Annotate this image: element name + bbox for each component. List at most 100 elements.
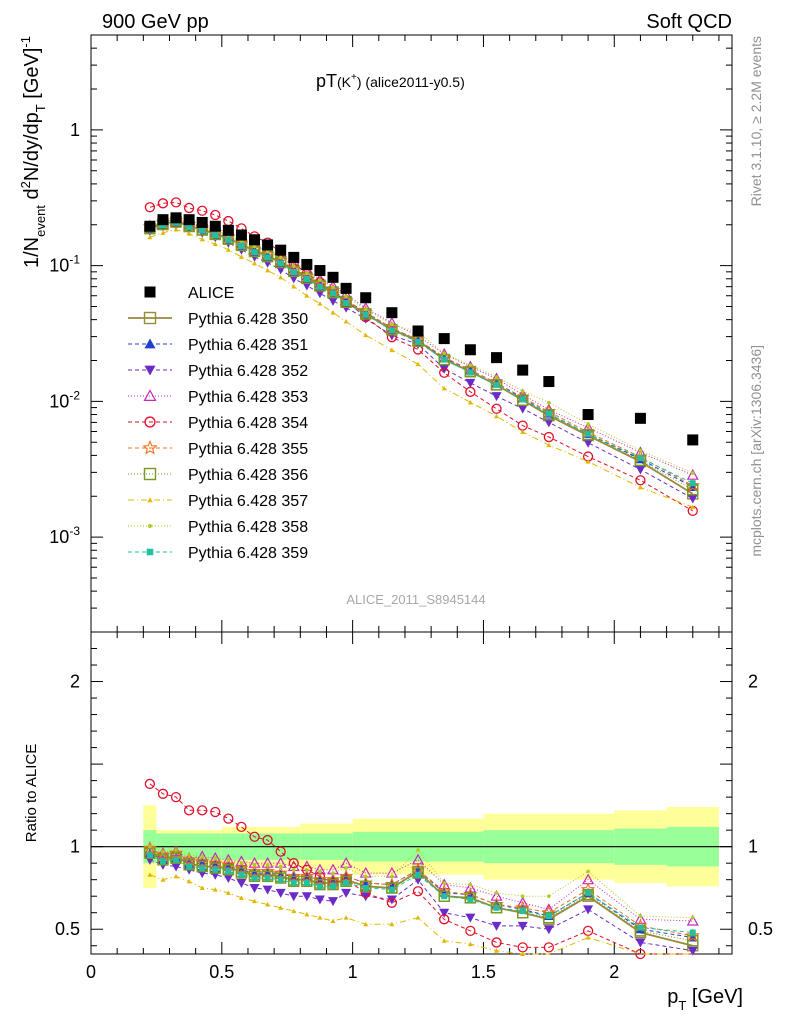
x-tick-label: 0.5	[209, 962, 234, 982]
data-point	[314, 265, 326, 277]
series-point-ratio	[386, 897, 398, 908]
series-point-ratio	[331, 871, 335, 875]
series-point-ratio	[304, 911, 310, 917]
data-point	[360, 292, 372, 304]
series-point-ratio	[223, 874, 234, 884]
analysis-label: ALICE_2011_S8945144	[346, 592, 485, 607]
series-line-ratio	[149, 874, 693, 955]
y-tick-label-ratio-right: 2	[748, 672, 758, 692]
series-point-ratio	[171, 862, 182, 872]
series-point-ratio	[170, 852, 182, 864]
series-point-ratio	[252, 898, 258, 904]
series-point-ratio	[159, 858, 166, 865]
series-point-ratio	[235, 867, 248, 879]
series-point-main	[415, 338, 422, 345]
legend-label-0: Pythia 6.428 350	[188, 311, 308, 328]
series-point-main	[467, 399, 473, 405]
ylabel-a: 1/N	[21, 237, 43, 268]
series-point-ratio	[213, 856, 218, 861]
series-point-main	[390, 322, 394, 327]
series-point-ratio	[199, 885, 205, 890]
series-point-ratio	[687, 946, 698, 956]
ylabel-b: d	[21, 188, 43, 205]
data-point	[196, 216, 208, 228]
series-point-ratio	[390, 874, 394, 879]
series-point-ratio	[181, 852, 197, 866]
ylabel-sup-d: -1	[18, 36, 33, 48]
series-point-main	[212, 232, 219, 239]
series-point-ratio	[519, 908, 526, 915]
series-line-main	[149, 201, 694, 512]
series-point-ratio	[343, 915, 349, 920]
series-point-main	[690, 504, 696, 510]
legend-label-3: Pythia 6.428 353	[188, 389, 308, 406]
series-point-main	[635, 475, 646, 486]
series-point-ratio	[412, 867, 424, 879]
series-point-ratio	[635, 938, 646, 948]
series-point-ratio	[248, 870, 261, 883]
rivet-label: Rivet 3.1.10, ≥ 2.2M events	[748, 36, 764, 206]
series-point-ratio	[305, 867, 309, 872]
series-point-ratio	[157, 854, 169, 866]
series-point-main	[291, 284, 297, 289]
main-panel-frame	[90, 34, 733, 633]
legend-marker-7	[147, 497, 153, 503]
ylabel-sup-b: 2	[18, 181, 33, 188]
series-point-ratio	[468, 882, 473, 887]
series-point-ratio	[343, 879, 350, 886]
series-point-main	[363, 332, 369, 338]
series-point-ratio	[328, 897, 339, 907]
series-point-ratio	[341, 888, 352, 898]
series-layer	[142, 197, 700, 960]
series-point-main	[585, 430, 592, 437]
series-point-main	[252, 260, 258, 266]
series-point-ratio	[275, 846, 286, 857]
series-point-main	[144, 202, 156, 213]
series-point-main	[186, 224, 193, 231]
data-point	[144, 220, 156, 232]
data-point	[438, 333, 450, 345]
series-point-main	[441, 356, 448, 363]
series-point-ratio	[330, 918, 336, 923]
series-point-ratio	[389, 921, 395, 927]
series-point-ratio	[517, 921, 528, 931]
series-point-ratio	[210, 806, 221, 818]
data-point	[386, 307, 398, 319]
series-point-ratio	[262, 868, 273, 878]
series-point-main	[157, 198, 169, 209]
series-point-ratio	[260, 863, 275, 878]
series-point-main	[173, 227, 179, 232]
legend-label-4: Pythia 6.428 354	[188, 415, 308, 432]
series-point-ratio	[438, 878, 451, 890]
legend-marker-0	[143, 311, 157, 325]
mcplots-label: mcplots.cern.ch [arXiv:1306.3436]	[748, 345, 764, 557]
legend-marker-3	[143, 389, 157, 401]
series-point-main	[439, 364, 450, 374]
ratio-panel-frame	[90, 631, 733, 955]
series-point-main	[170, 197, 182, 208]
series-point-ratio	[147, 872, 153, 877]
series-point-ratio	[314, 895, 325, 905]
data-point	[491, 352, 503, 364]
series-point-main	[160, 230, 166, 235]
series-point-main	[415, 361, 421, 367]
legend-label-data: ALICE	[188, 285, 234, 302]
series-point-ratio	[301, 875, 313, 888]
series-point-ratio	[148, 844, 152, 849]
series-point-ratio	[252, 863, 257, 867]
plot-title-main: pT	[316, 71, 337, 91]
series-point-ratio	[301, 892, 312, 902]
legend-label-7: Pythia 6.428 357	[188, 493, 308, 510]
series-point-main	[585, 459, 591, 464]
series-point-main	[147, 234, 153, 240]
series-line-main	[149, 221, 694, 491]
series-point-ratio	[516, 896, 529, 908]
series-point-ratio	[236, 878, 247, 888]
legend-marker-9	[146, 548, 154, 556]
series-point-main	[491, 392, 502, 402]
series-point-main	[543, 431, 555, 443]
data-point	[517, 364, 529, 376]
xlabel-b: [GeV]	[686, 986, 743, 1008]
series-point-ratio	[155, 847, 171, 862]
series-point-ratio	[278, 864, 283, 869]
